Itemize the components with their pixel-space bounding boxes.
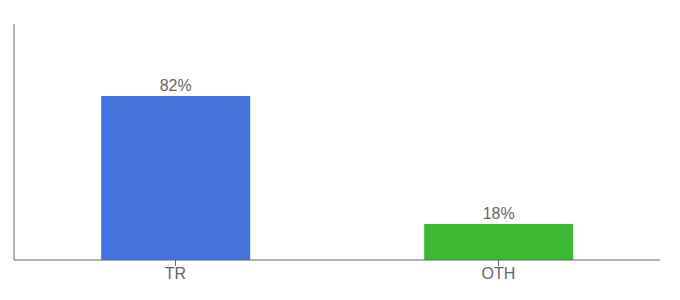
svg-text:18%: 18%	[483, 205, 515, 222]
svg-text:TR: TR	[165, 265, 186, 282]
svg-text:82%: 82%	[160, 77, 192, 94]
svg-text:OTH: OTH	[482, 265, 516, 282]
